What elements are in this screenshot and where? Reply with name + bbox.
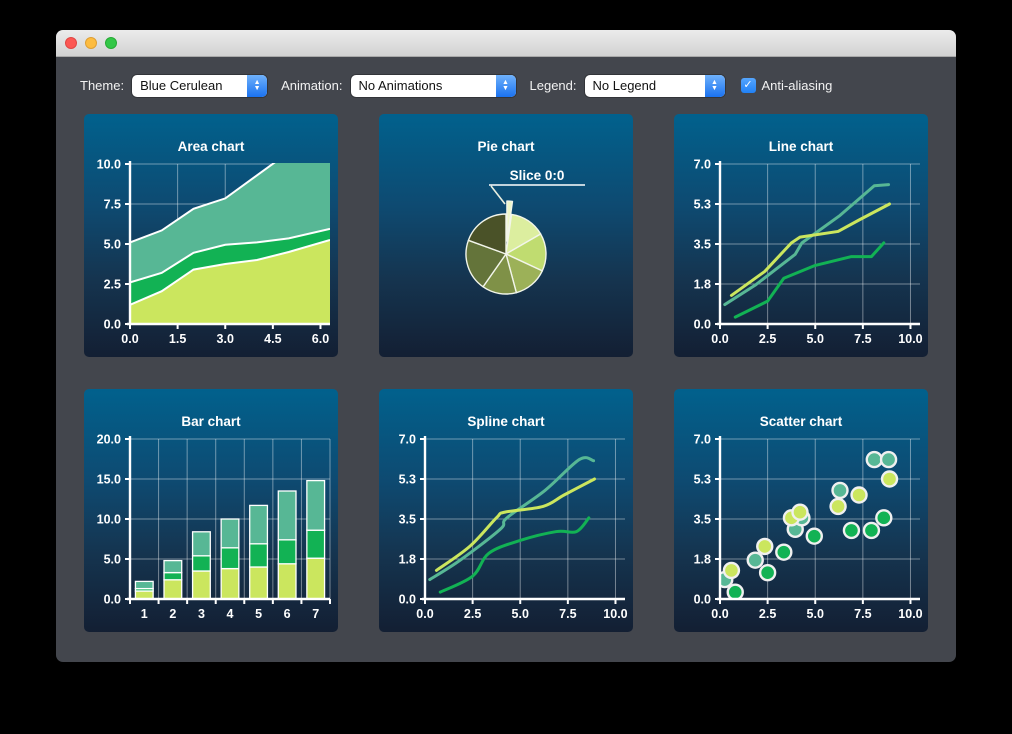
spline-chart-canvas[interactable]: 0.0 2.5 5.0 7.5 10.0 0.0 1.8 3.5 5.3 7.0 [379, 431, 633, 631]
svg-text:7.5: 7.5 [559, 607, 576, 621]
svg-text:0.0: 0.0 [694, 318, 711, 332]
svg-text:15.0: 15.0 [97, 473, 121, 487]
svg-text:6: 6 [284, 607, 291, 621]
bar-chart-panel: Bar chart 1 2 3 4 5 6 7 0.0 5.0 10.0 15.0 20.0 [84, 389, 338, 632]
svg-text:1.8: 1.8 [694, 278, 711, 292]
svg-text:10.0: 10.0 [97, 158, 121, 172]
svg-text:2.5: 2.5 [759, 607, 776, 621]
animation-select[interactable]: No Animations ▲ ▼ [350, 74, 516, 97]
area-chart-panel: Area chart 0.0 1.5 3.0 4.5 6.0 0.0 2.5 5.0 7.5 10… [84, 114, 338, 357]
svg-text:1.5: 1.5 [169, 332, 186, 346]
chart-title: Spline chart [467, 414, 545, 429]
svg-text:5.0: 5.0 [104, 553, 121, 567]
pie-slice-label: Slice 0:0 [510, 168, 565, 183]
svg-text:0.0: 0.0 [711, 607, 728, 621]
svg-text:4.5: 4.5 [264, 332, 281, 346]
svg-text:0.0: 0.0 [399, 593, 416, 607]
svg-text:5.3: 5.3 [694, 198, 711, 212]
svg-text:3.5: 3.5 [399, 513, 416, 527]
chart-title: Line chart [768, 139, 834, 154]
svg-text:4: 4 [227, 607, 234, 621]
antialiasing-checkbox-wrap: ✓ Anti-aliasing [740, 78, 833, 93]
chevron-up-down-icon: ▲ ▼ [495, 74, 516, 97]
svg-text:5.3: 5.3 [694, 473, 711, 487]
animation-label: Animation: [281, 78, 343, 93]
chart-title: Pie chart [477, 139, 535, 154]
svg-text:10.0: 10.0 [898, 332, 922, 346]
svg-text:7: 7 [312, 607, 319, 621]
svg-text:0.0: 0.0 [694, 593, 711, 607]
svg-text:0.0: 0.0 [416, 607, 433, 621]
svg-text:0.0: 0.0 [104, 318, 121, 332]
chart-title: Bar chart [181, 414, 241, 429]
toolbar: Theme: Blue Cerulean ▲ ▼ Animation: No An… [56, 57, 956, 114]
chart-title: Scatter chart [759, 414, 843, 429]
svg-text:10.0: 10.0 [603, 607, 627, 621]
svg-text:20.0: 20.0 [97, 433, 121, 447]
legend-select[interactable]: No Legend ▲ ▼ [584, 74, 725, 97]
pie-chart-panel: Pie chart Slice 0:0 [379, 114, 633, 357]
svg-text:10.0: 10.0 [898, 607, 922, 621]
theme-select[interactable]: Blue Cerulean ▲ ▼ [132, 74, 268, 97]
bar-chart-canvas[interactable]: 1 2 3 4 5 6 7 0.0 5.0 10.0 15.0 20.0 [84, 431, 338, 631]
pie-chart-canvas[interactable]: Slice 0:0 [379, 156, 633, 356]
area-chart-canvas[interactable]: 0.0 1.5 3.0 4.5 6.0 0.0 2.5 5.0 7.5 10.0 [84, 156, 338, 356]
svg-text:7.5: 7.5 [854, 607, 871, 621]
antialiasing-checkbox[interactable]: ✓ [740, 78, 756, 93]
svg-text:10.0: 10.0 [97, 513, 121, 527]
svg-text:0.0: 0.0 [121, 332, 138, 346]
legend-label: Legend: [529, 78, 577, 93]
svg-text:2.5: 2.5 [464, 607, 481, 621]
theme-select-value: Blue Cerulean [140, 78, 223, 93]
svg-text:3.0: 3.0 [217, 332, 234, 346]
svg-text:1.8: 1.8 [399, 553, 416, 567]
svg-text:5.0: 5.0 [512, 607, 529, 621]
svg-text:7.0: 7.0 [694, 433, 711, 447]
minimize-button[interactable] [85, 37, 97, 49]
svg-text:5.0: 5.0 [104, 238, 121, 252]
svg-text:5.3: 5.3 [399, 473, 416, 487]
svg-text:3.5: 3.5 [694, 513, 711, 527]
chevron-up-down-icon: ▲ ▼ [247, 74, 268, 97]
svg-text:5.0: 5.0 [807, 607, 824, 621]
svg-text:5: 5 [255, 607, 262, 621]
svg-text:1: 1 [141, 607, 148, 621]
zoom-button[interactable] [105, 37, 117, 49]
svg-text:5.0: 5.0 [807, 332, 824, 346]
svg-text:1.8: 1.8 [694, 553, 711, 567]
chevron-up-down-icon: ▲ ▼ [704, 74, 725, 97]
svg-text:0.0: 0.0 [104, 593, 121, 607]
chart-title: Area chart [177, 139, 245, 154]
svg-text:7.5: 7.5 [854, 332, 871, 346]
svg-text:3.5: 3.5 [694, 238, 711, 252]
svg-text:7.0: 7.0 [694, 158, 711, 172]
legend-select-value: No Legend [592, 78, 657, 93]
close-button[interactable] [65, 37, 77, 49]
scatter-chart-panel: Scatter chart 0.0 2.5 5.0 7.5 10.0 0.0 1.8 3.5 5… [674, 389, 928, 632]
app-window: Theme: Blue Cerulean ▲ ▼ Animation: No An… [56, 30, 956, 662]
svg-text:2: 2 [169, 607, 176, 621]
animation-select-value: No Animations [358, 78, 443, 93]
titlebar [56, 30, 956, 57]
spline-chart-panel: Spline chart 0.0 2.5 5.0 7.5 10.0 0.0 1.8 3.5 5.… [379, 389, 633, 632]
svg-text:2.5: 2.5 [759, 332, 776, 346]
line-chart-panel: Line chart 0.0 2.5 5.0 7.5 10.0 0.0 1.8 3.5 5.3 7… [674, 114, 928, 357]
svg-text:2.5: 2.5 [104, 278, 121, 292]
svg-text:7.0: 7.0 [399, 433, 416, 447]
antialiasing-label: Anti-aliasing [761, 78, 833, 93]
scatter-chart-canvas[interactable]: 0.0 2.5 5.0 7.5 10.0 0.0 1.8 3.5 5.3 7.0 [674, 431, 928, 631]
svg-text:6.0: 6.0 [312, 332, 329, 346]
line-chart-canvas[interactable]: 0.0 2.5 5.0 7.5 10.0 0.0 1.8 3.5 5.3 7.0 [674, 156, 928, 356]
svg-text:7.5: 7.5 [104, 198, 121, 212]
theme-label: Theme: [80, 78, 125, 93]
svg-text:0.0: 0.0 [711, 332, 728, 346]
svg-text:3: 3 [198, 607, 205, 621]
